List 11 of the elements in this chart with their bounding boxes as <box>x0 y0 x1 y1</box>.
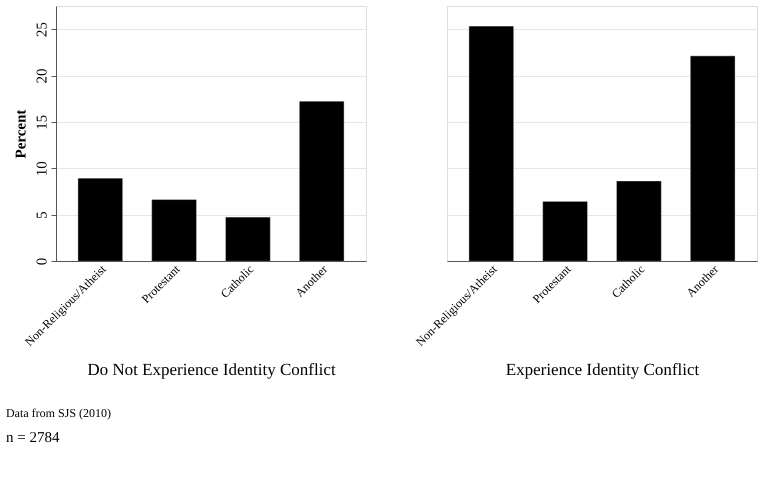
y-tick-label: 25 <box>34 22 50 38</box>
y-tick-label: 20 <box>34 68 50 84</box>
y-tick-label: 5 <box>34 211 50 219</box>
y-tick-label: 0 <box>34 258 50 266</box>
y-tick-label: 10 <box>34 161 50 176</box>
y-axis-title: Percent <box>14 110 30 158</box>
x-axis-title: Do Not Experience Identity Conflict <box>87 360 336 380</box>
text: Data from SJS (2010) <box>6 406 111 420</box>
y-tick-label: 15 <box>34 114 50 130</box>
x-axis-title: Experience Identity Conflict <box>506 360 700 380</box>
text: n = 2784 <box>6 430 60 446</box>
